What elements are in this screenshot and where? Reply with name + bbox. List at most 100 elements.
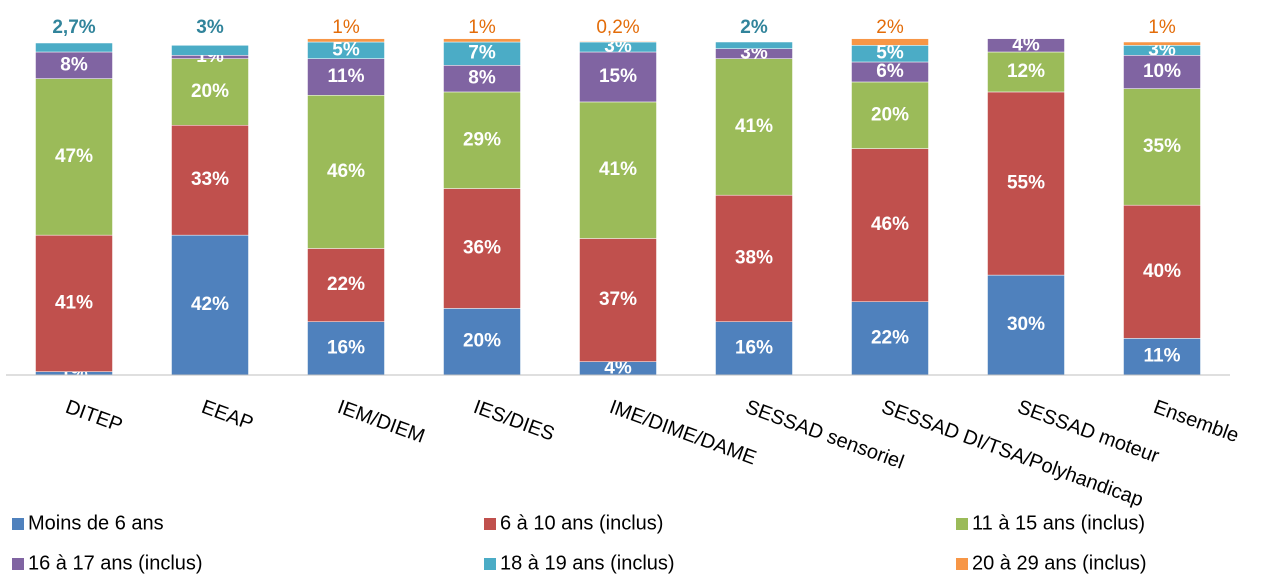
data-label: 42%: [191, 294, 229, 315]
bar-segment: [715, 41, 793, 49]
data-label: 12%: [1007, 61, 1045, 82]
data-label: 2,7%: [52, 17, 95, 38]
data-label: 11%: [328, 66, 365, 87]
data-label: 5%: [332, 39, 360, 60]
data-label: 55%: [1007, 173, 1045, 194]
bar-segment: [715, 194, 793, 322]
data-label: 1%: [332, 17, 360, 38]
bar-segment: [987, 91, 1065, 276]
x-tick-label: IES/DIES: [470, 396, 557, 446]
bar-segment: [443, 188, 521, 309]
data-label: 35%: [1143, 136, 1181, 157]
legend-label: 16 à 17 ans (inclus): [28, 552, 203, 574]
bar-segment: [851, 148, 929, 302]
bar-segment: [579, 101, 657, 239]
legend-swatch: [956, 518, 968, 530]
data-label: 11%: [1144, 346, 1181, 367]
data-label: 47%: [55, 146, 93, 167]
data-label: 10%: [1143, 61, 1181, 82]
bar-segment: [171, 234, 249, 376]
data-label: 20%: [871, 104, 909, 125]
data-label: 5%: [876, 43, 904, 64]
data-label: 2%: [876, 17, 904, 38]
bar-segment: [579, 51, 657, 103]
x-tick-label: SESSAD DI/TSA/Polyhandicap: [878, 396, 1146, 511]
data-label: 37%: [599, 289, 637, 310]
bar-segment: [579, 238, 657, 362]
legend-label: 6 à 10 ans (inclus): [500, 512, 663, 534]
data-label: 16%: [327, 337, 365, 358]
data-label: 33%: [191, 169, 229, 190]
bar-segment: [715, 321, 793, 376]
data-label: 4%: [604, 357, 632, 378]
bar-segment: [171, 45, 249, 56]
bar-segment: [715, 58, 793, 196]
x-tick-label: IEM/DIEM: [334, 396, 427, 448]
bar-segment: [443, 91, 521, 189]
data-label: 7%: [468, 43, 496, 64]
bar-segment: [307, 321, 385, 376]
data-label: 4%: [1012, 34, 1040, 55]
bar-segment: [1123, 41, 1201, 46]
bar-segment: [851, 301, 929, 376]
bar-segment: [1123, 55, 1201, 89]
data-label: 8%: [468, 68, 496, 89]
data-label: 36%: [463, 237, 501, 258]
data-label: 1%: [1148, 17, 1176, 38]
data-label: 8%: [60, 54, 88, 75]
bar-segment: [307, 38, 385, 43]
data-label: 22%: [327, 274, 365, 295]
data-label: 22%: [871, 327, 909, 348]
bar-segment: [307, 248, 385, 322]
bar-segment: [35, 234, 113, 372]
legend-label: 11 à 15 ans (inclus): [972, 512, 1145, 534]
data-label: 41%: [735, 116, 773, 137]
bar-segment: [443, 308, 521, 376]
bar-segment: [307, 58, 385, 96]
data-label: 46%: [327, 161, 365, 182]
bar-segment: [35, 78, 113, 236]
data-label: 40%: [1143, 261, 1181, 282]
bar-segment: [851, 38, 929, 46]
data-label: 41%: [55, 292, 93, 313]
data-label: 3%: [604, 36, 632, 57]
data-label: 46%: [871, 214, 909, 235]
data-label: 2%: [740, 17, 768, 38]
legend-label: Moins de 6 ans: [28, 512, 164, 534]
data-label: 20%: [463, 331, 501, 352]
bar-segment: [443, 38, 521, 43]
legend-swatch: [484, 518, 496, 530]
data-label: 20%: [191, 81, 229, 102]
data-label: 29%: [463, 129, 501, 150]
legend-label: 18 à 19 ans (inclus): [500, 552, 675, 574]
bar-segment: [1123, 204, 1201, 339]
bar-segment: [851, 81, 929, 149]
x-tick-label: DITEP: [62, 396, 125, 437]
legend-swatch: [484, 558, 496, 570]
x-tick-label: Ensemble: [1150, 396, 1241, 447]
legend-label: 20 à 29 ans (inclus): [972, 552, 1147, 574]
data-label: 1%: [468, 17, 496, 38]
data-label: 15%: [599, 66, 637, 87]
bar-segment: [987, 274, 1065, 376]
bar-segment: [1123, 338, 1201, 376]
data-label: 0,2%: [596, 17, 639, 38]
bar-segment: [35, 51, 113, 79]
bar-segment: [579, 41, 657, 43]
data-label: 3%: [196, 17, 224, 38]
data-label: 16%: [735, 337, 773, 358]
legend-swatch: [12, 518, 24, 530]
data-label: 6%: [876, 61, 904, 82]
x-tick-label: IME/DIME/DAME: [606, 396, 759, 469]
bar-segment: [1123, 88, 1201, 206]
bar-segment: [35, 42, 113, 53]
bar-segment: [987, 38, 1065, 53]
data-label: 38%: [735, 247, 773, 268]
data-label: 30%: [1007, 314, 1045, 335]
data-label: 41%: [599, 159, 637, 180]
legend-swatch: [956, 558, 968, 570]
bar-segment: [307, 95, 385, 249]
legend-swatch: [12, 558, 24, 570]
x-tick-label: EEAP: [198, 396, 256, 435]
